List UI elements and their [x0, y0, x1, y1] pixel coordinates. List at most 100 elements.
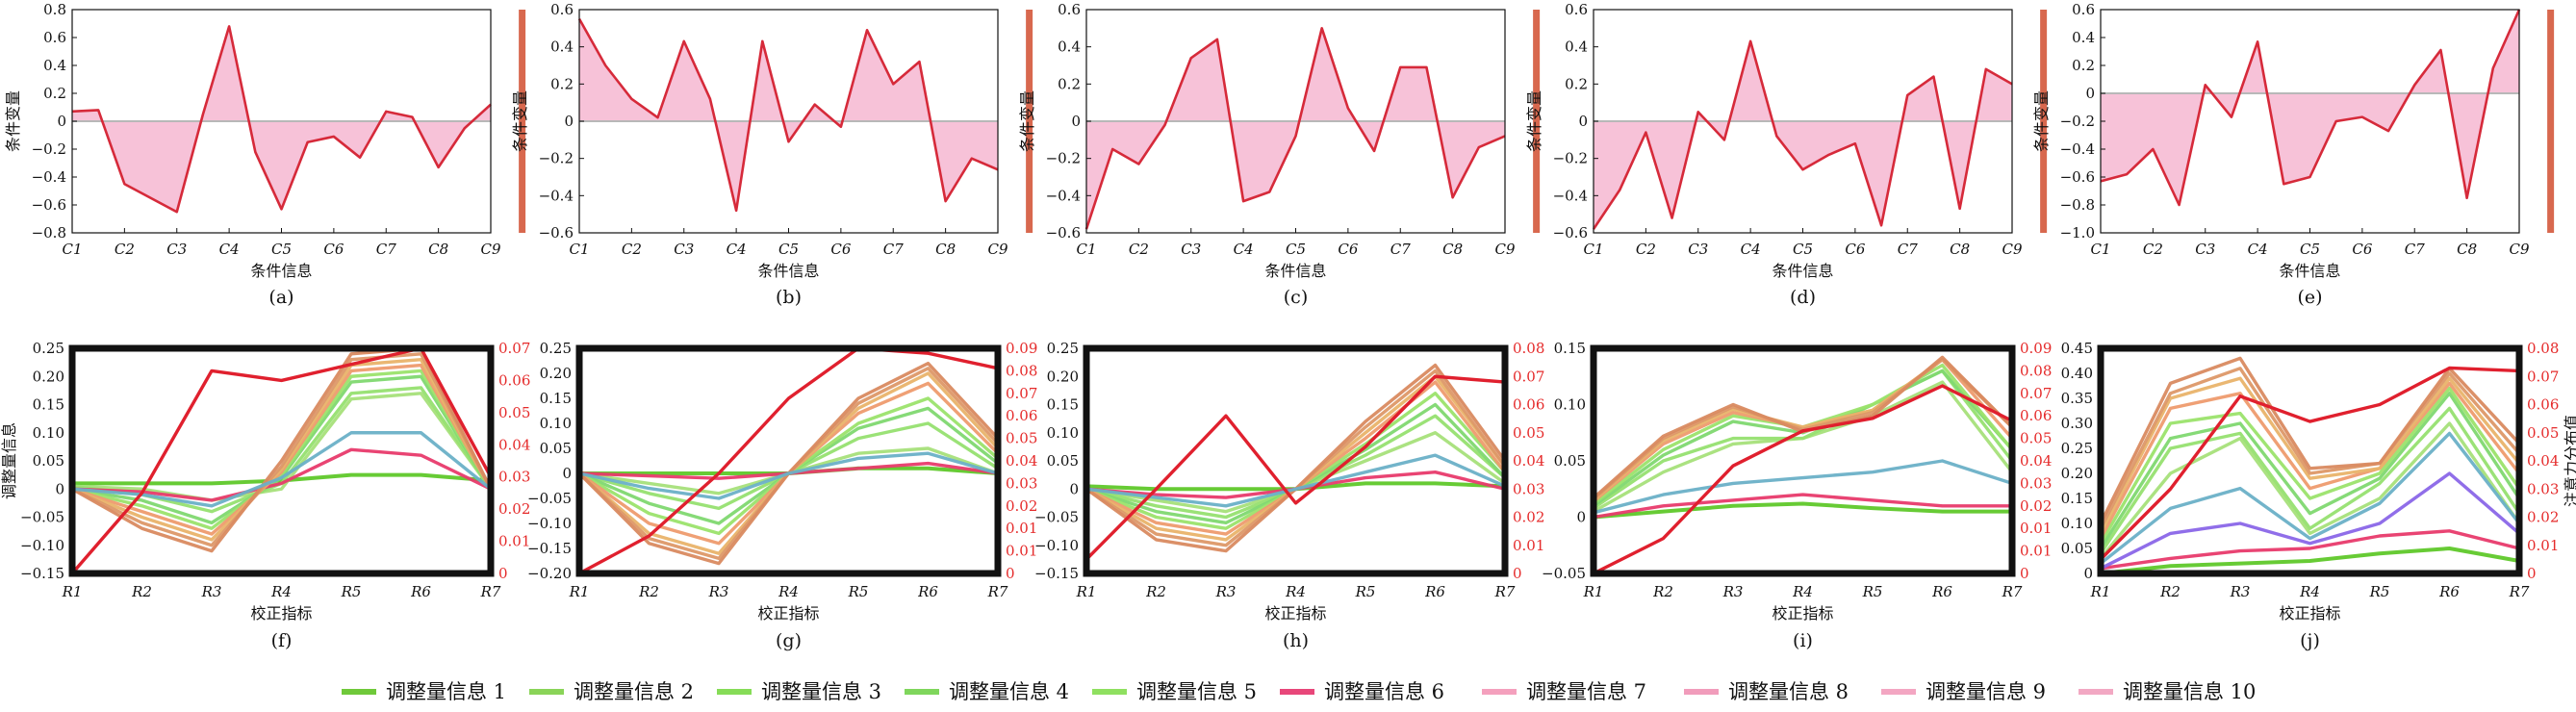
panel-caption: (g) [776, 630, 802, 651]
area-fill [1086, 28, 1505, 230]
y-tick-label: 0 [57, 113, 66, 130]
series-line [71, 363, 493, 536]
y-tick-label: −0.6 [539, 224, 574, 242]
attention-line [1084, 374, 1506, 561]
x-tick-label: R3 [708, 583, 729, 600]
y2-tick-label: 0.06 [2020, 407, 2052, 424]
x-tick-label: C1 [1076, 241, 1096, 258]
series-line [1592, 363, 2014, 505]
x-tick-label: C5 [2300, 241, 2320, 258]
x-tick-label: R2 [1652, 583, 1673, 600]
y-tick-label: 0.4 [2072, 29, 2095, 46]
legend-item: 调整量信息 7 [1482, 680, 1646, 703]
bottom-row-panels: −0.15 −0.10 −0.05 0 0.05 0.10 0.15 0.20 0.25 0 0.0… [0, 340, 2576, 651]
y2-tick-label: 0.02 [1513, 509, 1544, 526]
y-axis-label: 调整量信息 [0, 422, 18, 499]
x-tick-label: R6 [1424, 583, 1445, 600]
x-tick-label: C4 [1741, 241, 1761, 258]
y-tick-label: 0.6 [550, 1, 574, 18]
y-tick-label: 0.4 [550, 38, 574, 56]
y-tick-label: −0.05 [1034, 509, 1079, 526]
series-line [2099, 392, 2521, 549]
highlight-marker [2040, 10, 2048, 233]
y2-tick-label: 0.07 [2020, 385, 2052, 402]
y2-tick-label: 0.05 [498, 404, 530, 421]
series-line [2100, 529, 2520, 571]
y-tick-label: 0 [1071, 113, 1081, 130]
y-tick-label: −0.4 [539, 187, 574, 204]
x-tick-label: C8 [2457, 241, 2477, 258]
y-axis-label: 条件变量 [4, 90, 22, 152]
y2-tick-label: 0.06 [1513, 396, 1544, 414]
x-tick-label: R4 [1285, 583, 1306, 600]
y-tick-label: 0.30 [2061, 415, 2093, 432]
x-tick-label: C4 [2248, 241, 2268, 258]
x-tick-label: C4 [1234, 241, 1254, 258]
x-tick-label: C4 [727, 241, 747, 258]
y2-tick-label: 0.09 [1006, 340, 1037, 357]
y-tick-label: −0.2 [1046, 150, 1081, 167]
y-tick-label: −0.4 [1553, 187, 1588, 204]
x-axis-label: 校正指标 [1772, 604, 1833, 623]
panel-caption: (d) [1790, 287, 1816, 308]
x-tick-label: C1 [2090, 241, 2110, 258]
y-tick-label: −0.8 [2060, 196, 2095, 214]
panel-f: −0.15 −0.10 −0.05 0 0.05 0.10 0.15 0.20 0.25 0 0.0… [0, 340, 530, 651]
panel-b: −0.6 −0.4 −0.2 0 0.2 0.4 0.6 C1 C2 C3 C4 C5 C6 C7 C8 C9… [511, 1, 1033, 308]
x-tick-label: C5 [1793, 241, 1813, 258]
y2-tick-label: 0.02 [2020, 497, 2052, 515]
y2-tick-label: 0.02 [498, 500, 530, 518]
panel-g: −0.20 −0.15 −0.10 −0.05 0 0.05 0.10 0.15 0.20 0.2… [527, 340, 1037, 651]
x-tick-label: R2 [1145, 583, 1166, 600]
x-tick-label: R3 [201, 583, 222, 600]
y-tick-label: 0.10 [1554, 396, 1586, 414]
highlight-marker [1533, 10, 1541, 233]
series-line [2100, 547, 2520, 575]
y-tick-label: 0.4 [1565, 38, 1588, 56]
x-tick-label: C3 [166, 241, 187, 258]
y-tick-label: 0.4 [1058, 38, 1081, 56]
legend-item: 调整量信息 10 [2079, 680, 2256, 703]
x-tick-label: C8 [428, 241, 448, 258]
axes-frame [1083, 344, 1509, 577]
y2-tick-label: 0.05 [1006, 430, 1037, 447]
y2-tick-label: 0.05 [1513, 424, 1544, 442]
y2-tick-label: 0.03 [2020, 474, 2052, 492]
x-tick-label: R7 [987, 583, 1008, 600]
y-tick-label: −0.2 [2060, 113, 2095, 130]
x-tick-label: R3 [2230, 583, 2251, 600]
x-tick-label: R3 [1722, 583, 1744, 600]
y2-tick-label: 0.07 [1513, 368, 1544, 385]
y-tick-label: 0.15 [540, 390, 572, 407]
y-tick-label: 0 [1576, 509, 1586, 526]
attention-line [2099, 366, 2520, 561]
legend-label: 调整量信息 7 [1526, 680, 1646, 703]
y-tick-label: 0.05 [1047, 452, 1079, 470]
y2-tick-label: 0 [1513, 565, 1522, 582]
y2-tick-label: 0.04 [1006, 452, 1037, 470]
x-tick-label: R5 [848, 583, 869, 600]
x-axis-label: 校正指标 [1264, 604, 1326, 623]
x-tick-label: R1 [1583, 583, 1604, 600]
x-tick-label: R5 [341, 583, 362, 600]
highlight-marker [1026, 10, 1033, 233]
panel-c: −0.6 −0.4 −0.2 0 0.2 0.4 0.6 C1 C2 C3 C4 C5 C6 C7 C8 C9… [1018, 1, 1541, 308]
y2-tick-label: 0.01 [1513, 537, 1544, 554]
panel-a: −0.8 −0.6 −0.4 −0.2 0 0.2 0.4 0.6 0.8 C1 C2 C3 C4 C5 C… [4, 1, 526, 308]
y2-tick-label: 0.08 [1513, 340, 1544, 357]
y2-tick-label: 0.02 [2527, 509, 2559, 526]
y-tick-label: −0.6 [1553, 224, 1588, 242]
x-tick-label: R6 [2438, 583, 2460, 600]
y-tick-label: 0.05 [1554, 452, 1586, 470]
legend-label: 调整量信息 8 [1728, 680, 1849, 703]
y-tick-label: −0.4 [2060, 140, 2095, 158]
x-tick-label: R6 [410, 583, 431, 600]
series-line [2099, 376, 2521, 535]
axes-frame [575, 344, 1002, 577]
x-axis-label: 条件信息 [250, 262, 312, 280]
y-tick-label: −0.05 [1542, 565, 1586, 582]
axes-frame [1590, 344, 2016, 577]
legend: 调整量信息 1 调整量信息 2 调整量信息 3 调整量信息 4 调整量信息 5 调整量信息… [342, 680, 2256, 703]
y-tick-label: 0.05 [540, 440, 572, 457]
